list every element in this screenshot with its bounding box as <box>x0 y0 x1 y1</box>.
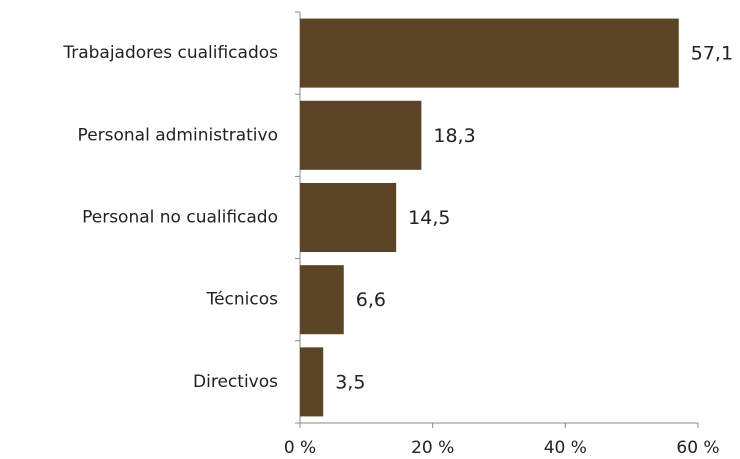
value-label: 14,5 <box>408 207 450 229</box>
y-tick-label: Personal administrativo <box>78 125 278 145</box>
value-label: 6,6 <box>356 289 386 311</box>
x-tick-label: 60 % <box>676 438 719 458</box>
x-tick-label: 0 % <box>284 438 316 458</box>
value-label: 18,3 <box>433 125 475 147</box>
bar <box>300 18 679 88</box>
x-tick-label: 40 % <box>544 438 587 458</box>
bar <box>300 182 397 253</box>
bar <box>300 100 422 170</box>
x-tick-label: 20 % <box>411 438 454 458</box>
value-label: 57,1 <box>691 43 733 65</box>
y-tick-label: Personal no cualificado <box>82 208 278 228</box>
bar <box>300 347 324 417</box>
y-tick-label: Directivos <box>193 372 278 392</box>
y-tick-label: Trabajadores cualificados <box>62 43 278 63</box>
bar <box>300 265 344 335</box>
value-label: 3,5 <box>335 371 365 393</box>
y-tick-label: Técnicos <box>206 290 279 310</box>
